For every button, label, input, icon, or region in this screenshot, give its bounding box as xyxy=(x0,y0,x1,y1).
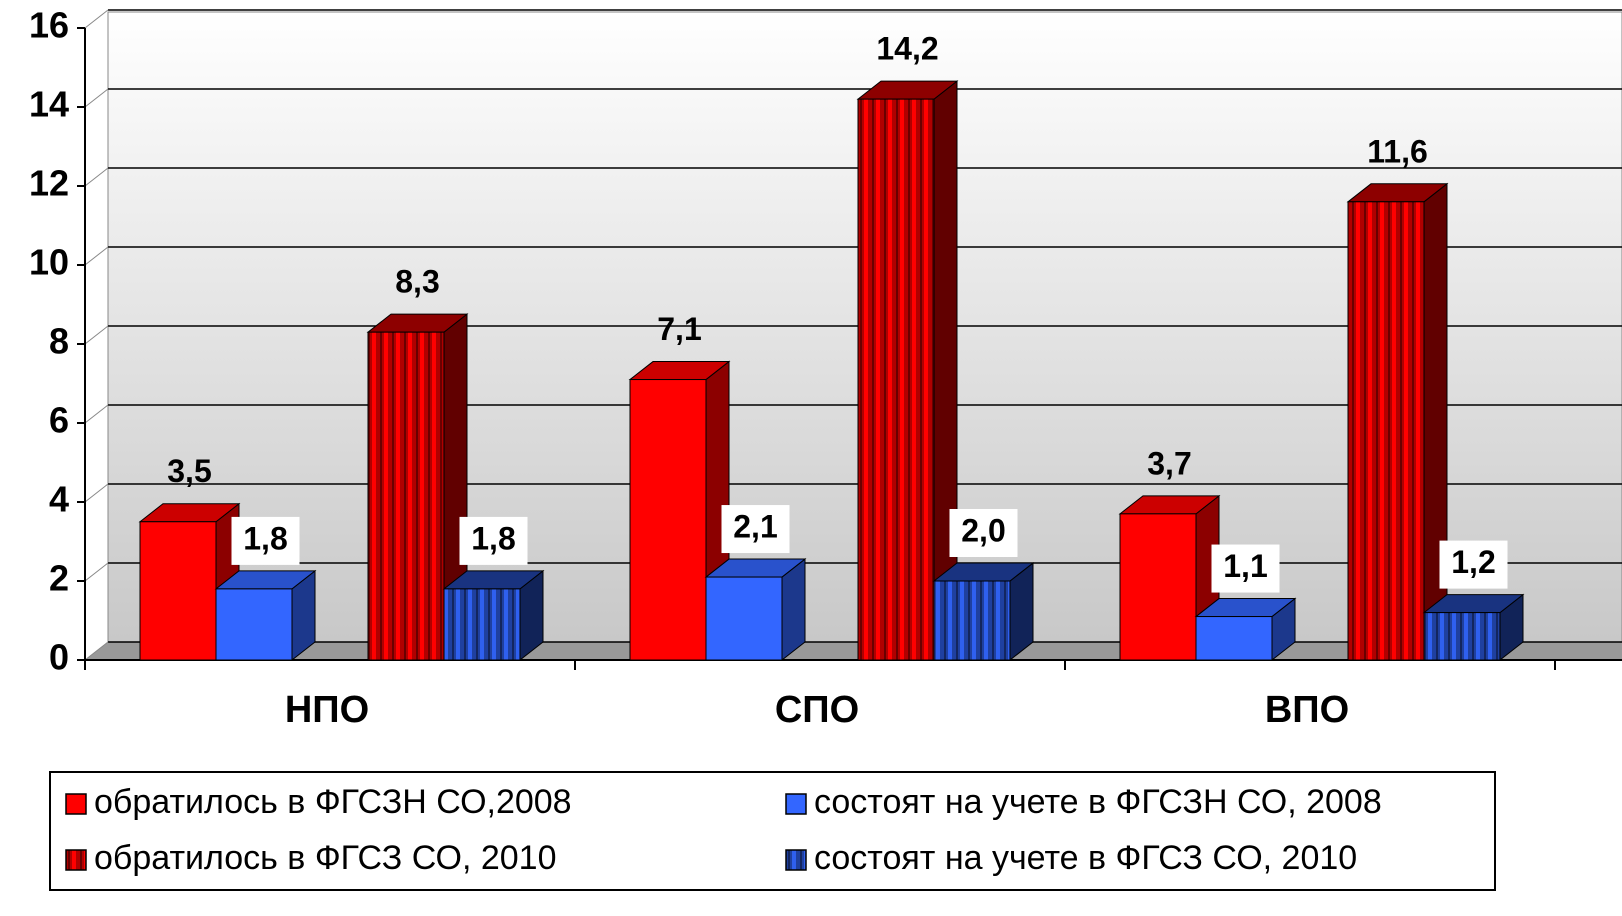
legend-swatch xyxy=(785,793,807,815)
data-label: 1,8 xyxy=(471,520,515,556)
bar xyxy=(705,576,783,661)
data-label: 1,8 xyxy=(243,520,287,556)
grid-line xyxy=(84,483,109,503)
data-label: 2,0 xyxy=(961,512,1005,548)
bar xyxy=(367,331,445,661)
y-tick-label: 2 xyxy=(49,558,69,599)
x-tick-label: НПО xyxy=(285,689,369,731)
label-box xyxy=(1211,544,1280,593)
legend-swatch xyxy=(785,849,807,871)
data-label: 11,6 xyxy=(1367,133,1428,169)
y-tick-label: 0 xyxy=(49,637,69,678)
legend-label: состоят на учете в ФГСЗ СО, 2010 xyxy=(814,839,1357,877)
grid-line xyxy=(84,167,109,187)
bar xyxy=(1119,513,1197,661)
bar xyxy=(443,588,521,661)
legend-label: состоят на учете в ФГСЗН СО, 2008 xyxy=(814,783,1382,821)
legend-label: обратилось в ФГСЗ СО, 2010 xyxy=(94,839,557,877)
label-box xyxy=(459,516,528,565)
y-tick-label: 8 xyxy=(49,321,69,362)
data-label: 3,5 xyxy=(167,453,211,489)
y-tick-label: 16 xyxy=(29,5,69,46)
grid-line xyxy=(84,641,109,661)
legend-swatch xyxy=(65,793,87,815)
bar xyxy=(933,580,1011,661)
data-label: 3,7 xyxy=(1147,445,1191,481)
grid-line xyxy=(84,9,109,29)
data-label: 1,1 xyxy=(1223,548,1267,584)
bar xyxy=(1195,616,1273,661)
data-label: 8,3 xyxy=(395,264,439,300)
bar xyxy=(1347,201,1425,661)
legend-swatch xyxy=(65,849,87,871)
grid-line xyxy=(84,562,109,582)
y-tick-label: 14 xyxy=(29,84,69,125)
data-label: 14,2 xyxy=(876,31,938,67)
grid-line xyxy=(84,246,109,266)
label-box xyxy=(949,509,1018,557)
x-tick-label: СПО xyxy=(775,689,859,731)
bar xyxy=(629,379,707,661)
y-tick-label: 10 xyxy=(29,242,69,283)
data-label: 7,1 xyxy=(657,311,701,347)
legend-label: обратилось в ФГСЗН СО,2008 xyxy=(94,783,572,821)
y-tick-label: 6 xyxy=(49,400,69,441)
grid-line xyxy=(84,325,109,345)
grid-line xyxy=(84,404,109,424)
data-label: 2,1 xyxy=(733,509,777,545)
bar xyxy=(857,98,935,661)
x-tick-label: ВПО xyxy=(1265,689,1349,731)
data-label: 1,2 xyxy=(1451,544,1495,580)
label-box xyxy=(1439,540,1508,589)
y-tick-label: 4 xyxy=(49,479,69,520)
legend xyxy=(49,771,1496,891)
grid-line xyxy=(84,88,109,108)
bar xyxy=(1423,612,1501,661)
label-box xyxy=(721,505,790,554)
bar xyxy=(215,588,293,661)
y-tick-label: 12 xyxy=(29,163,69,204)
bar xyxy=(139,521,217,661)
label-box xyxy=(231,516,300,565)
